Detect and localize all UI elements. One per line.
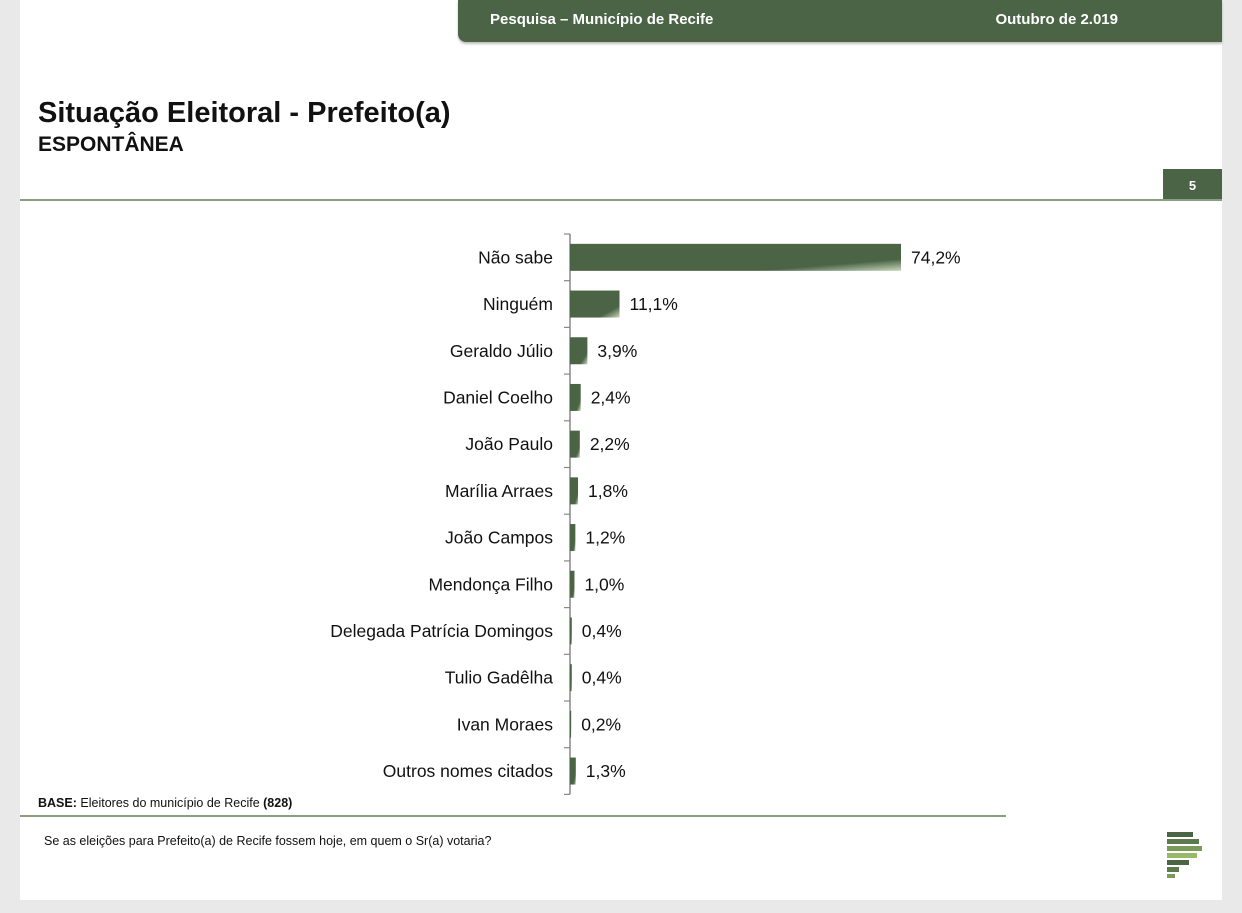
bar [570,524,576,552]
value-label: 74,2% [911,247,961,267]
category-label: Delegada Patrícia Domingos [330,621,553,641]
category-label: Mendonça Filho [428,574,553,594]
bar [570,243,901,271]
category-label: Marília Arraes [445,481,553,501]
value-label: 11,1% [630,294,678,314]
bar [570,290,620,318]
base-text: Eleitores do município de Recife [80,796,260,810]
bar [570,664,572,692]
category-label: João Paulo [465,434,553,454]
category-label: Outros nomes citados [383,761,553,781]
company-logo-icon [1167,832,1202,878]
value-label: 0,4% [582,621,622,641]
bar [570,477,579,505]
category-label: Daniel Coelho [443,387,553,407]
category-label: Tulio Gadêlha [445,668,554,688]
page-title: Situação Eleitoral - Prefeito(a) [38,97,451,129]
value-label: 0,4% [582,668,622,688]
title-divider [20,199,1222,201]
slide [20,0,1222,900]
value-label: 1,8% [588,481,628,501]
value-label: 2,4% [591,387,631,407]
header-bar: Pesquisa – Município de Recife Outubro d… [458,0,1222,42]
category-label: João Campos [445,528,553,548]
bar [570,337,588,365]
base-label: BASE: [38,796,77,810]
category-label: Não sabe [478,247,553,267]
value-label: 3,9% [597,341,637,361]
base-count: (828) [263,796,293,810]
footer-divider [20,815,1006,817]
value-label: 1,0% [584,574,624,594]
header-date: Outubro de 2.019 [995,11,1118,28]
category-label: Ivan Moraes [457,714,554,734]
header-title: Pesquisa – Município de Recife [490,11,714,28]
page-number: 5 [1163,169,1222,200]
base-note: BASE: Eleitores do município de Recife (… [38,796,292,810]
page-subtitle: ESPONTÂNEA [38,133,184,156]
bar [570,430,580,458]
survey-question: Se as eleições para Prefeito(a) de Recif… [44,834,492,848]
bar [570,383,581,411]
bar [570,617,572,645]
bar [570,757,576,785]
value-label: 1,3% [586,761,626,781]
value-label: 0,2% [581,714,621,734]
bar [570,710,572,738]
category-label: Geraldo Júlio [450,341,553,361]
category-label: Ninguém [483,294,553,314]
bar [570,570,575,598]
value-label: 2,2% [590,434,630,454]
value-label: 1,2% [585,528,625,548]
